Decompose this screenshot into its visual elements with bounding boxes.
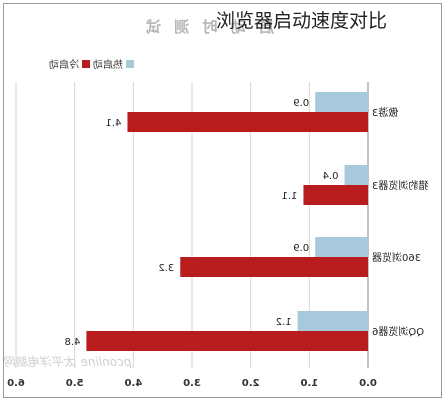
x-tick-label: 6.0	[7, 378, 25, 389]
x-tick-label: 5.0	[66, 378, 84, 389]
data-label-hot-start: 1.2	[276, 317, 292, 328]
legend-swatch	[126, 60, 134, 68]
chart-title: 启 动 时 测 试	[142, 18, 274, 36]
bar-cold-start	[127, 112, 368, 132]
legend-label: 冷启动	[49, 58, 79, 71]
bar-hot-start	[297, 311, 368, 331]
bar-cold-start	[86, 331, 368, 351]
legend-swatch	[82, 60, 90, 68]
x-tick-label: 4.0	[124, 378, 142, 389]
data-label-hot-start: 0.4	[323, 171, 339, 182]
data-label-cold-start: 1.1	[282, 191, 298, 202]
page-title: 浏览器启动速度对比	[216, 10, 388, 32]
data-label-cold-start: 4.1	[106, 118, 122, 129]
data-label-cold-start: 4.8	[64, 337, 80, 348]
category-label: 360浏览器	[372, 251, 421, 264]
data-label-cold-start: 3.2	[158, 263, 174, 274]
bar-cold-start	[303, 185, 368, 205]
x-tick-label: 0.0	[359, 378, 377, 389]
watermark: pconline 太平洋电脑网	[3, 355, 133, 369]
data-label-hot-start: 0.9	[293, 243, 309, 254]
x-tick-label: 3.0	[183, 378, 201, 389]
bar-hot-start	[344, 165, 368, 185]
bar-cold-start	[180, 257, 368, 277]
x-tick-label: 1.0	[300, 378, 318, 389]
bar-hot-start	[315, 237, 368, 257]
data-label-hot-start: 0.9	[293, 98, 309, 109]
x-tick-label: 2.0	[242, 378, 260, 389]
legend-label: 热启动	[93, 58, 123, 71]
category-label: 傲游3	[372, 106, 398, 119]
category-label: 猎豹浏览器3	[372, 179, 428, 192]
category-label: QQ浏览器6	[372, 325, 424, 338]
bar-hot-start	[315, 92, 368, 112]
